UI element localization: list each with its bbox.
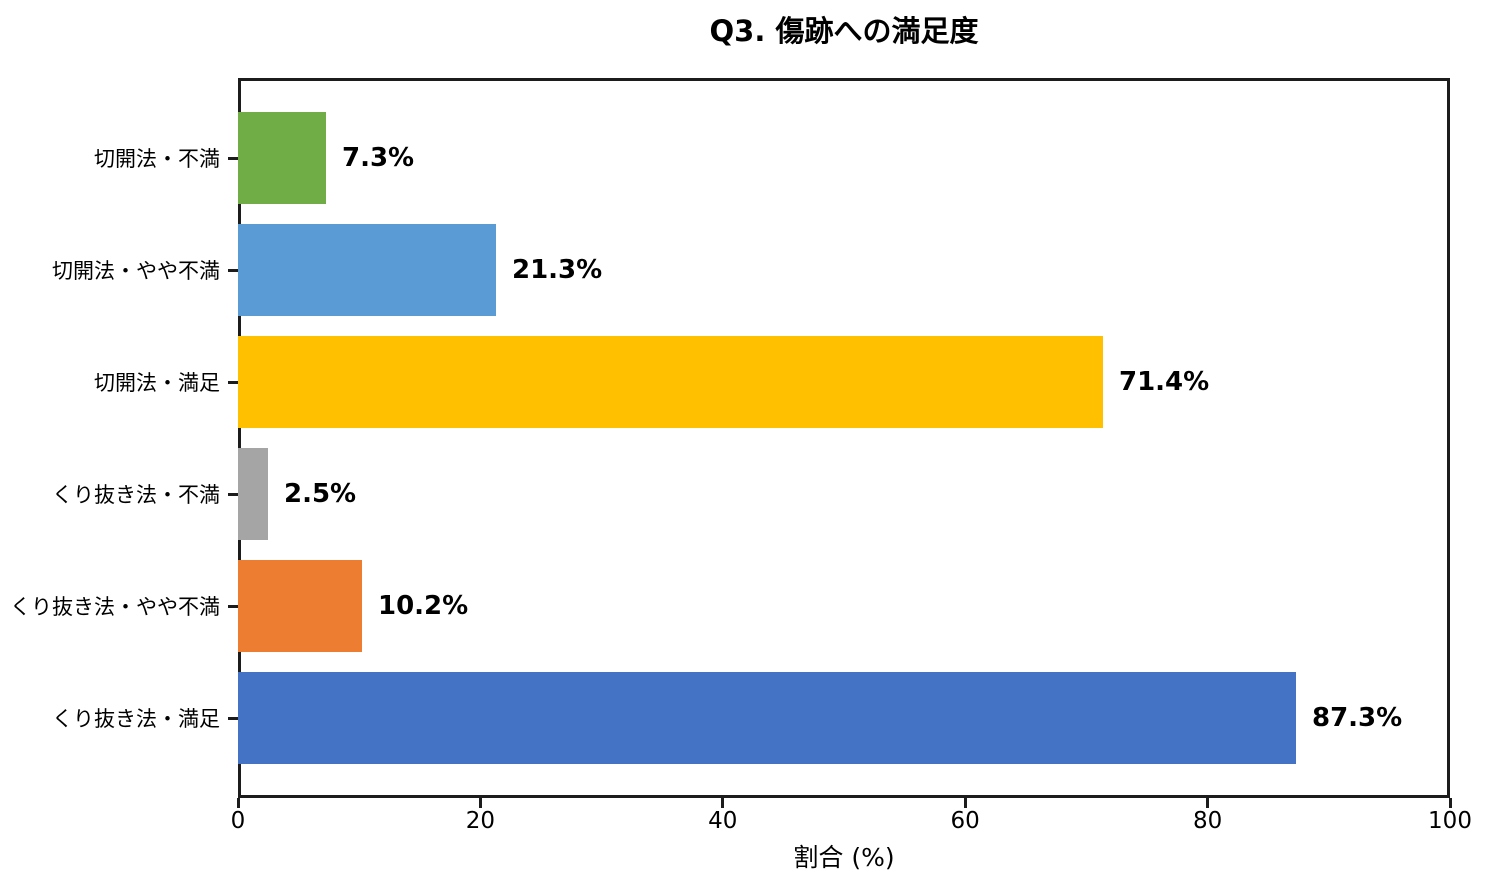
bar-value-label: 87.3% [1312,703,1403,733]
bar-value-label: 71.4% [1119,367,1210,397]
bar [238,672,1296,764]
bar [238,224,496,316]
bar-value-label: 10.2% [378,591,469,621]
category-label: くり抜き法・満足 [52,707,220,731]
y-axis-tick [228,492,238,496]
bar [238,112,326,204]
y-axis-tick [228,716,238,720]
x-axis-tick [478,798,482,808]
y-axis-tick [228,380,238,384]
bar [238,336,1103,428]
x-axis-tick-label: 80 [1192,808,1223,834]
category-label: 切開法・満足 [94,371,220,395]
chart-title: Q3. 傷跡への満足度 [709,14,979,48]
x-axis-tick [721,798,725,808]
y-axis-tick [228,604,238,608]
bar-value-label: 21.3% [512,255,603,285]
x-axis-tick-label: 40 [708,808,738,834]
x-axis-tick-label: 100 [1428,808,1472,834]
x-axis-tick-label: 60 [950,808,980,834]
y-axis-tick [228,268,238,272]
x-axis-tick-label: 0 [230,808,246,834]
category-label: くり抜き法・やや不満 [10,595,220,619]
bar [238,448,268,540]
category-label: 切開法・やや不満 [52,259,220,283]
x-axis-tick [236,798,240,808]
x-axis-tick [1206,798,1210,808]
x-axis-tick-label: 20 [465,808,496,834]
bar [238,560,362,652]
x-axis-title: 割合 (%) [793,843,895,872]
y-axis-tick [228,156,238,160]
x-axis-tick [1448,798,1452,808]
category-label: くり抜き法・不満 [52,483,220,507]
x-axis-tick [963,798,967,808]
bar-value-label: 2.5% [284,479,357,509]
category-label: 切開法・不満 [94,147,220,171]
bar-value-label: 7.3% [342,143,415,173]
